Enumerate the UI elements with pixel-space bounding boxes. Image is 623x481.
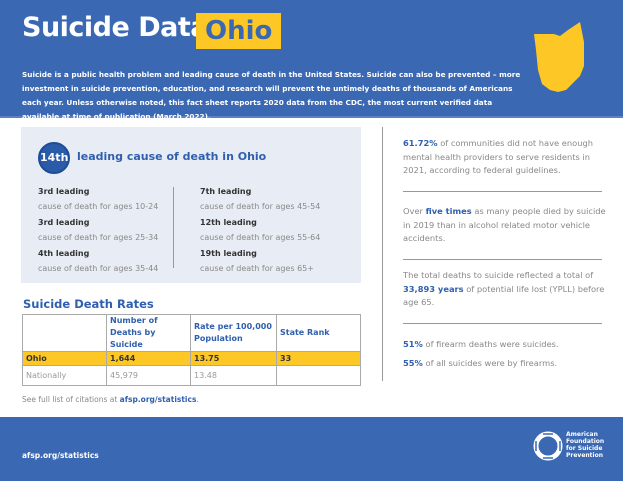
- fact-highlight: five times: [425, 206, 472, 216]
- cell: Nationally: [22, 365, 107, 386]
- divider: [173, 187, 174, 268]
- citation-text: See full list of citations at: [22, 395, 120, 404]
- fact-text: as many people died by suicide in 2019 t…: [403, 206, 606, 243]
- rank-label: 3rd leading: [38, 187, 90, 196]
- rank-label: 12th leading: [200, 218, 257, 227]
- fact-highlight: 33,893 years: [403, 283, 464, 294]
- rates-title: Suicide Death Rates: [23, 297, 154, 311]
- fact-text: of potential life lost (YPLL) before age…: [403, 283, 605, 308]
- fact: 61.72% of communities did not have enoug…: [403, 137, 608, 178]
- divider: [403, 259, 602, 260]
- divider: [403, 323, 602, 324]
- life-ring-icon: [533, 431, 563, 461]
- cell: 33: [276, 351, 361, 366]
- cell: 45,979: [106, 365, 191, 386]
- fact-text: of firearm deaths were suicides.: [422, 339, 559, 349]
- header: [0, 0, 623, 118]
- fact: 51% of firearm deaths were suicides.: [403, 338, 608, 352]
- rank-item: 12th leading cause of death for ages 55-6…: [200, 215, 320, 245]
- header-cell: State Rank: [276, 314, 361, 352]
- table-row: Ohio 1,644 13.75 33: [22, 351, 361, 366]
- citation-end: .: [196, 395, 199, 404]
- rank-desc: cause of death for ages 65+: [200, 264, 314, 273]
- cell: [276, 365, 361, 386]
- rank-item: 19th leading cause of death for ages 65+: [200, 246, 314, 276]
- fact-highlight: 51%: [403, 339, 423, 349]
- fact-text: of communities did not have enough menta…: [403, 138, 593, 175]
- rank-panel: [21, 127, 361, 283]
- rank-desc: cause of death for ages 55-64: [200, 233, 321, 242]
- logo-line: Foundation: [566, 438, 605, 445]
- page-title: Suicide Data:: [22, 12, 219, 43]
- afsp-logo-text: American Foundation for Suicide Preventi…: [566, 431, 604, 459]
- fact-text: Over: [403, 206, 426, 216]
- table-header-row: Number of Deaths by Suicide Rate per 100…: [22, 314, 361, 352]
- logo-line: American: [566, 431, 598, 438]
- cell: 13.75: [190, 351, 277, 366]
- ohio-map-icon: [534, 22, 584, 92]
- rank-item: 3rd leading cause of death for ages 10-24: [38, 184, 158, 214]
- rates-table: Number of Deaths by Suicide Rate per 100…: [22, 314, 361, 386]
- table-row: Nationally 45,979 13.48: [22, 365, 361, 386]
- cell: 1,644: [106, 351, 191, 366]
- rank-label: 3rd leading: [38, 218, 90, 227]
- rank-item: 3rd leading cause of death for ages 25-34: [38, 215, 158, 245]
- cell: 13.48: [190, 365, 277, 386]
- rank-desc: cause of death for ages 10-24: [38, 202, 159, 211]
- rank-label: 4th leading: [38, 249, 90, 258]
- fact: 55% of all suicides were by firearms.: [403, 357, 608, 371]
- state-name: Ohio: [196, 13, 282, 49]
- rank-badge: 14th: [38, 142, 70, 174]
- rank-label: 7th leading: [200, 187, 252, 196]
- rank-title: leading cause of death in Ohio: [77, 150, 267, 163]
- footer-link[interactable]: afsp.org/statistics: [22, 451, 99, 460]
- fact-highlight: 61.72%: [403, 138, 438, 148]
- rank-item: 7th leading cause of death for ages 45-54: [200, 184, 320, 214]
- divider: [382, 127, 383, 381]
- fact: Over five times as many people died by s…: [403, 205, 608, 246]
- rank-label: 19th leading: [200, 249, 257, 258]
- header-cell: Rate per 100,000 Population: [190, 314, 277, 352]
- fact-text: of all suicides were by firearms.: [422, 358, 558, 368]
- rank-item: 4th leading cause of death for ages 35-44: [38, 246, 158, 276]
- footer: [0, 417, 623, 481]
- intro-text: Suicide is a public health problem and l…: [22, 70, 521, 121]
- fact-highlight: 55%: [403, 358, 423, 368]
- fact: The total deaths to suicide reflected a …: [403, 269, 608, 310]
- fact-text: The total deaths to suicide reflected a …: [403, 270, 594, 280]
- cell: Ohio: [22, 351, 107, 366]
- citation-link[interactable]: afsp.org/statistics: [119, 395, 197, 404]
- logo-line: Prevention: [566, 452, 603, 459]
- header-cell: [22, 314, 107, 352]
- divider: [403, 191, 602, 192]
- rank-desc: cause of death for ages 45-54: [200, 202, 321, 211]
- rank-desc: cause of death for ages 25-34: [38, 233, 159, 242]
- citation: See full list of citations at afsp.org/s…: [22, 395, 199, 404]
- header-cell: Number of Deaths by Suicide: [106, 314, 191, 352]
- logo-line: for Suicide: [566, 445, 603, 452]
- rank-desc: cause of death for ages 35-44: [38, 264, 159, 273]
